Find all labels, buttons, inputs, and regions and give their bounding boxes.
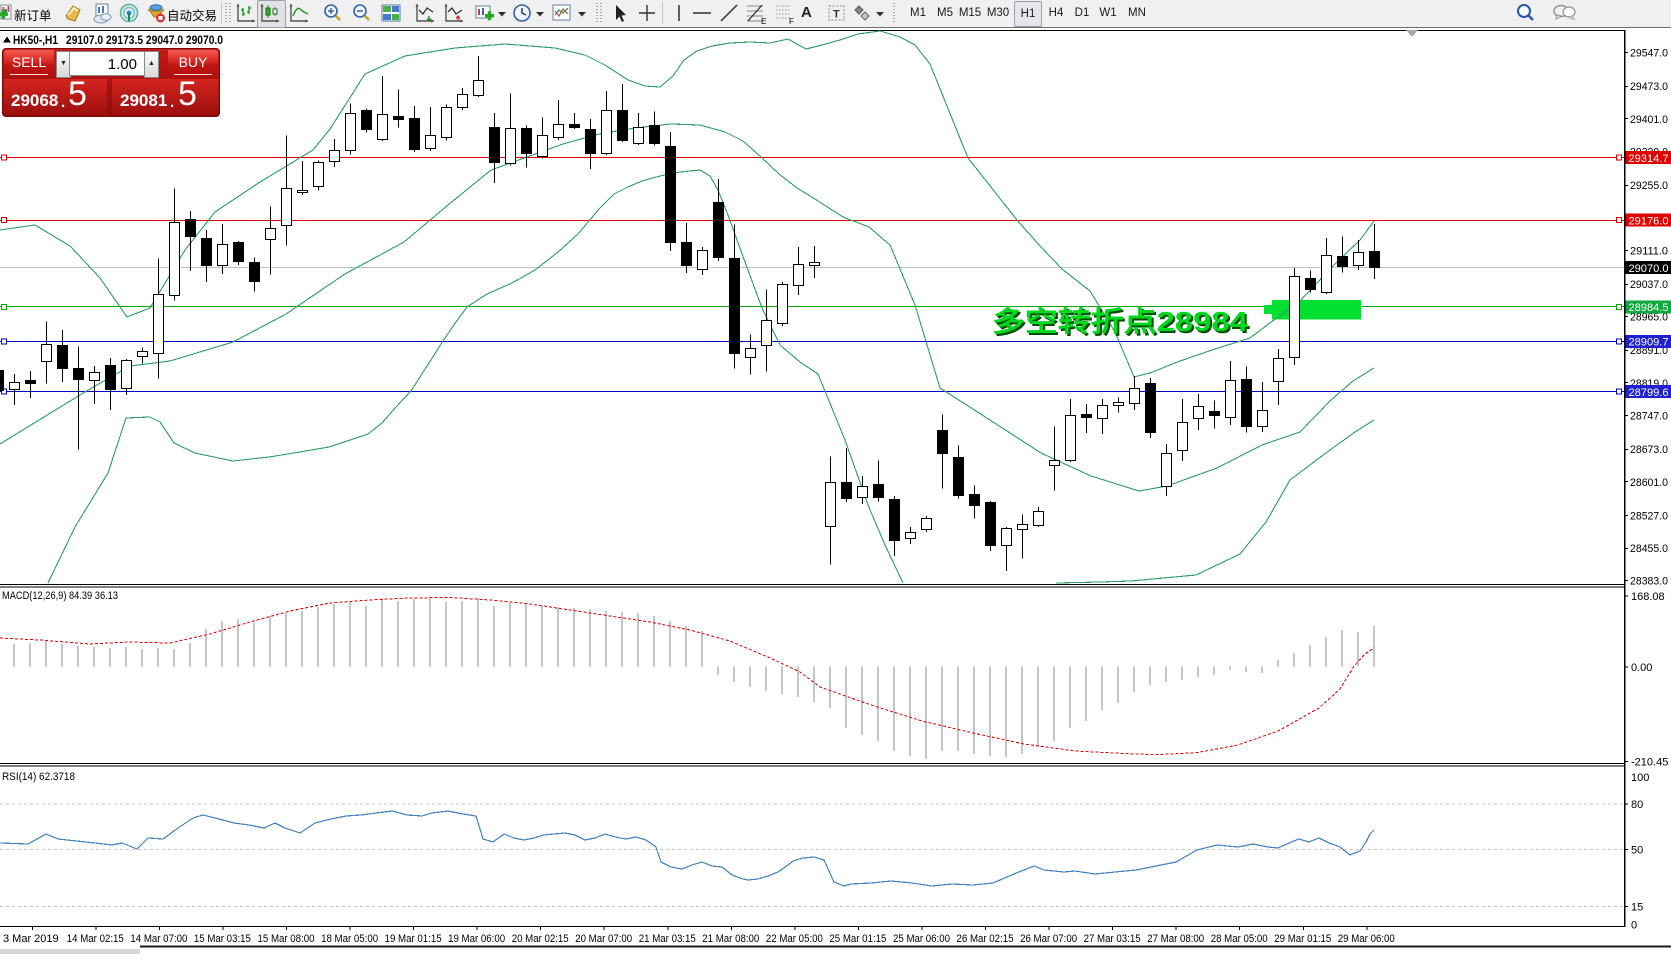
svg-text:26 Mar 07:00: 26 Mar 07:00	[1020, 933, 1077, 945]
svg-text:28909.7: 28909.7	[1629, 337, 1669, 349]
svg-text:26 Mar 02:15: 26 Mar 02:15	[957, 933, 1014, 945]
svg-text:28455.0: 28455.0	[1630, 543, 1668, 555]
svg-text:29070.0: 29070.0	[1629, 263, 1669, 275]
svg-text:80: 80	[1631, 799, 1643, 811]
svg-text:28799.6: 28799.6	[1629, 387, 1669, 399]
svg-text:3 Mar 2019: 3 Mar 2019	[3, 933, 59, 945]
svg-text:50: 50	[1631, 845, 1643, 857]
svg-text:25 Mar 01:15: 25 Mar 01:15	[829, 933, 886, 945]
svg-text:29 Mar 06:00: 29 Mar 06:00	[1338, 933, 1395, 945]
svg-text:19 Mar 06:00: 19 Mar 06:00	[448, 933, 505, 945]
svg-text:29107.0 29173.5 29047.0 29070.: 29107.0 29173.5 29047.0 29070.0	[66, 35, 223, 47]
svg-text:28965.0: 28965.0	[1630, 312, 1668, 324]
svg-text:0.00: 0.00	[1631, 662, 1652, 674]
svg-text:29547.0: 29547.0	[1630, 48, 1668, 60]
svg-text:27 Mar 08:00: 27 Mar 08:00	[1147, 933, 1204, 945]
svg-text:-210.45: -210.45	[1631, 757, 1668, 769]
svg-text:22 Mar 05:00: 22 Mar 05:00	[766, 933, 823, 945]
svg-text:28601.0: 28601.0	[1630, 477, 1668, 489]
svg-text:28891.0: 28891.0	[1630, 345, 1668, 357]
svg-text:29314.7: 29314.7	[1629, 153, 1669, 165]
svg-text:27 Mar 03:15: 27 Mar 03:15	[1084, 933, 1141, 945]
svg-text:28 Mar 05:00: 28 Mar 05:00	[1211, 933, 1268, 945]
svg-text:14 Mar 02:15: 14 Mar 02:15	[67, 933, 124, 945]
svg-text:15: 15	[1631, 902, 1643, 914]
svg-text:29473.0: 29473.0	[1630, 81, 1668, 93]
svg-text:28527.0: 28527.0	[1630, 510, 1668, 522]
svg-text:29176.0: 29176.0	[1629, 215, 1669, 227]
svg-text:28383.0: 28383.0	[1630, 576, 1668, 588]
svg-text:29255.0: 29255.0	[1630, 180, 1668, 192]
svg-text:F: F	[789, 17, 794, 26]
svg-text:T: T	[833, 9, 840, 21]
svg-text:29111.0: 29111.0	[1630, 245, 1668, 257]
svg-text:19 Mar 01:15: 19 Mar 01:15	[385, 933, 442, 945]
svg-text:29 Mar 01:15: 29 Mar 01:15	[1274, 933, 1331, 945]
svg-text:29401.0: 29401.0	[1630, 114, 1668, 126]
svg-text:29037.0: 29037.0	[1630, 279, 1668, 291]
svg-text:0: 0	[1631, 920, 1637, 932]
svg-text:15 Mar 08:00: 15 Mar 08:00	[258, 933, 315, 945]
svg-text:MACD(12,26,9) 84.39 36.13: MACD(12,26,9) 84.39 36.13	[2, 590, 118, 602]
svg-text:20 Mar 07:00: 20 Mar 07:00	[575, 933, 632, 945]
svg-text:多空转折点28984: 多空转折点28984	[994, 307, 1250, 339]
svg-text:HK50-,H1: HK50-,H1	[13, 35, 59, 47]
svg-text:15 Mar 03:15: 15 Mar 03:15	[194, 933, 251, 945]
svg-text:28984.5: 28984.5	[1629, 302, 1669, 314]
svg-text:18 Mar 05:00: 18 Mar 05:00	[321, 933, 378, 945]
svg-text:21 Mar 03:15: 21 Mar 03:15	[639, 933, 696, 945]
svg-text:RSI(14) 62.3718: RSI(14) 62.3718	[2, 771, 75, 783]
svg-text:100: 100	[1631, 772, 1649, 784]
svg-text:168.08: 168.08	[1631, 591, 1665, 603]
svg-text:21 Mar 08:00: 21 Mar 08:00	[702, 933, 759, 945]
svg-text:25 Mar 06:00: 25 Mar 06:00	[893, 933, 950, 945]
svg-text:14 Mar 07:00: 14 Mar 07:00	[130, 933, 187, 945]
svg-text:E: E	[761, 17, 766, 26]
svg-text:多空转折点28984: 多空转折点28984	[992, 305, 1248, 337]
svg-text:28747.0: 28747.0	[1630, 411, 1668, 423]
svg-text:20 Mar 02:15: 20 Mar 02:15	[512, 933, 569, 945]
svg-text:28673.0: 28673.0	[1630, 444, 1668, 456]
